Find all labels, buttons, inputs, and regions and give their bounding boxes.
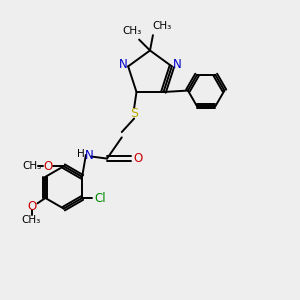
- Text: CH₃: CH₃: [22, 161, 42, 171]
- Text: CH₃: CH₃: [123, 26, 142, 36]
- Text: H: H: [76, 148, 84, 159]
- Text: S: S: [130, 107, 138, 120]
- Text: O: O: [43, 160, 52, 173]
- Text: N: N: [118, 58, 127, 71]
- Text: N: N: [85, 148, 94, 161]
- Text: CH₃: CH₃: [152, 21, 171, 31]
- Text: O: O: [28, 200, 37, 213]
- Text: N: N: [173, 58, 182, 71]
- Text: Cl: Cl: [95, 191, 106, 205]
- Text: O: O: [133, 152, 142, 165]
- Text: CH₃: CH₃: [22, 214, 41, 224]
